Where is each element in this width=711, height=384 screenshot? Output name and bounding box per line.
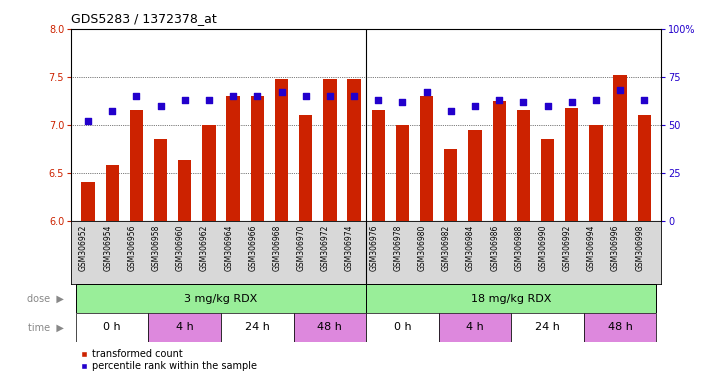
Bar [541, 139, 554, 221]
Text: GSM306954: GSM306954 [103, 225, 112, 271]
Bar [493, 101, 506, 221]
Bar [396, 125, 409, 221]
Text: GSM306962: GSM306962 [200, 225, 209, 271]
Bar [366, 284, 656, 313]
Bar [324, 79, 336, 221]
Text: 4 h: 4 h [176, 322, 193, 333]
Bar [589, 125, 603, 221]
Bar [511, 313, 584, 342]
Text: 0 h: 0 h [394, 322, 411, 333]
Text: 18 mg/kg RDX: 18 mg/kg RDX [471, 293, 552, 304]
Bar [154, 139, 167, 221]
Text: GSM306984: GSM306984 [466, 225, 475, 271]
Point [179, 97, 191, 103]
Text: GSM306992: GSM306992 [562, 225, 572, 271]
Bar [614, 75, 627, 221]
Bar [348, 79, 360, 221]
Point [252, 93, 263, 99]
Bar [517, 110, 530, 221]
Bar [81, 182, 95, 221]
Point [131, 93, 142, 99]
Bar [294, 313, 366, 342]
Text: GSM306972: GSM306972 [321, 225, 330, 271]
Text: 24 h: 24 h [245, 322, 269, 333]
Point [324, 93, 336, 99]
Text: GSM306982: GSM306982 [442, 225, 451, 271]
Text: GSM306960: GSM306960 [176, 225, 185, 271]
Text: GSM306956: GSM306956 [127, 225, 137, 271]
Bar [149, 313, 221, 342]
Bar [251, 96, 264, 221]
Text: GSM306964: GSM306964 [224, 225, 233, 271]
Text: 3 mg/kg RDX: 3 mg/kg RDX [184, 293, 257, 304]
Point [348, 93, 360, 99]
Bar [420, 96, 433, 221]
Bar [221, 313, 294, 342]
Text: 0 h: 0 h [103, 322, 121, 333]
Point [276, 89, 287, 95]
Text: 24 h: 24 h [535, 322, 560, 333]
Point [228, 93, 239, 99]
Point [82, 118, 94, 124]
Point [421, 89, 432, 95]
Text: 48 h: 48 h [317, 322, 342, 333]
Point [469, 103, 481, 109]
Text: time  ▶: time ▶ [28, 322, 64, 333]
Point [614, 87, 626, 93]
Text: GSM306990: GSM306990 [538, 225, 547, 271]
Bar [105, 165, 119, 221]
Text: GSM306968: GSM306968 [272, 225, 282, 271]
Text: GSM306974: GSM306974 [345, 225, 354, 271]
Point [373, 97, 384, 103]
Bar [469, 129, 481, 221]
Bar [275, 79, 288, 221]
Bar [372, 110, 385, 221]
Text: GSM306986: GSM306986 [490, 225, 499, 271]
Bar [129, 110, 143, 221]
Bar [565, 108, 578, 221]
Point [155, 103, 166, 109]
Point [397, 99, 408, 105]
Point [590, 97, 602, 103]
Text: GSM306976: GSM306976 [369, 225, 378, 271]
Text: 48 h: 48 h [608, 322, 633, 333]
Bar [76, 313, 149, 342]
Point [566, 99, 577, 105]
Point [107, 108, 118, 114]
Bar [638, 115, 651, 221]
Bar [366, 313, 439, 342]
Point [445, 108, 456, 114]
Bar [299, 115, 312, 221]
Bar [227, 96, 240, 221]
Point [518, 99, 529, 105]
Text: GDS5283 / 1372378_at: GDS5283 / 1372378_at [71, 12, 217, 25]
Text: GSM306980: GSM306980 [417, 225, 427, 271]
Text: dose  ▶: dose ▶ [27, 293, 64, 304]
Text: GSM306998: GSM306998 [636, 225, 644, 271]
Bar [178, 161, 191, 221]
Text: GSM306978: GSM306978 [393, 225, 402, 271]
Text: GSM306988: GSM306988 [514, 225, 523, 271]
Point [638, 97, 650, 103]
Text: GSM306958: GSM306958 [151, 225, 161, 271]
Bar [439, 313, 511, 342]
Text: GSM306996: GSM306996 [611, 225, 620, 271]
Point [542, 103, 553, 109]
Point [203, 97, 215, 103]
Text: 4 h: 4 h [466, 322, 484, 333]
Bar [584, 313, 656, 342]
Text: GSM306966: GSM306966 [248, 225, 257, 271]
Text: GSM306994: GSM306994 [587, 225, 596, 271]
Point [493, 97, 505, 103]
Point [300, 93, 311, 99]
Bar [203, 125, 215, 221]
Legend: transformed count, percentile rank within the sample: transformed count, percentile rank withi… [76, 346, 260, 375]
Bar [76, 284, 366, 313]
Text: GSM306952: GSM306952 [79, 225, 88, 271]
Text: GSM306970: GSM306970 [296, 225, 306, 271]
Bar [444, 149, 457, 221]
